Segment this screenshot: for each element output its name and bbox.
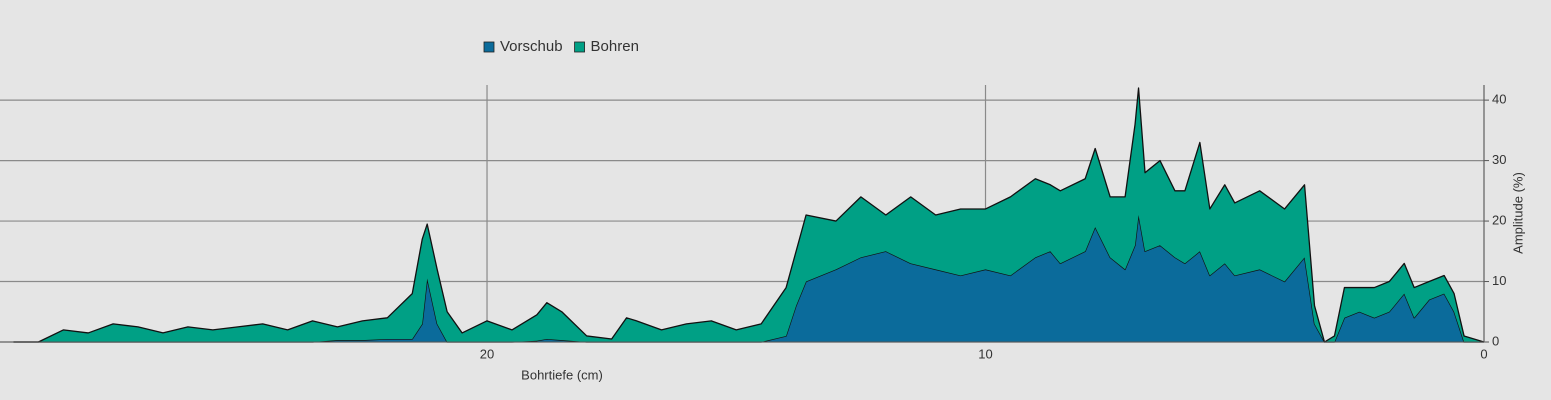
area-line <box>13 87 1485 343</box>
legend-label: Bohren <box>591 38 639 55</box>
x-tick-label: 20 <box>480 346 494 361</box>
y-axis-label: Amplitude (%) <box>1510 172 1525 254</box>
y-tick-label: 20 <box>1492 212 1506 227</box>
x-tick-label: 0 <box>1480 346 1487 361</box>
legend-swatch <box>574 41 585 53</box>
area <box>13 215 1484 342</box>
y-tick-label: 40 <box>1492 92 1506 107</box>
legend-label: Vorschub <box>500 38 563 55</box>
x-axis-label: Bohrtiefe (cm) <box>521 367 603 382</box>
x-tick-label: 10 <box>978 346 992 361</box>
legend-swatch <box>483 41 495 53</box>
y-tick-label: 0 <box>1492 333 1499 348</box>
y-tick-label: 30 <box>1492 152 1506 167</box>
area <box>13 88 1484 342</box>
y-tick-label: 10 <box>1492 273 1506 288</box>
legend: Vorschub Bohren <box>483 38 639 55</box>
